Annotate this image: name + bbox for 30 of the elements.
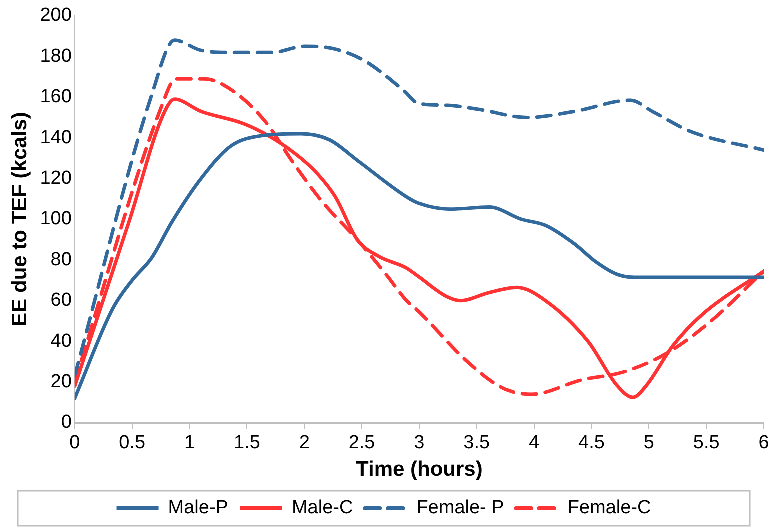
line-series: [74, 38, 764, 378]
x-tick-label: 5.5: [693, 432, 720, 454]
y-tick-label: 20: [50, 372, 72, 393]
y-tick-label: 100: [40, 208, 72, 230]
y-tick-label: 40: [50, 330, 72, 352]
x-tick-label: 3.5: [464, 432, 490, 454]
x-tick-label: 4.5: [578, 432, 605, 454]
x-tick-label: 2.5: [348, 432, 376, 454]
x-tick-label: 2: [299, 432, 310, 454]
legend-label: Female-C: [568, 498, 652, 519]
x-tick-label: 6: [758, 432, 770, 454]
y-tick-label: 180: [40, 46, 72, 67]
y-axis-title: EE due to TEF (kcals): [8, 112, 32, 327]
x-tick-label: 0.5: [119, 432, 146, 454]
y-tick-label: 140: [40, 127, 72, 148]
y-tick-label: 0: [61, 412, 72, 434]
x-tick-label: 5: [644, 432, 654, 454]
x-tick-label: 1.5: [234, 432, 260, 454]
y-tick-label: 80: [50, 249, 72, 270]
x-tick-label: 3: [414, 432, 425, 454]
x-tick-label: 4: [529, 432, 540, 454]
legend-label: Female- P: [416, 498, 504, 519]
legend-label: Male-C: [292, 498, 354, 519]
y-tick-label: 160: [40, 86, 72, 108]
y-tick-label: 200: [40, 5, 72, 26]
x-axis-title: Time (hours): [356, 458, 483, 482]
x-tick-label: 1: [184, 432, 196, 454]
y-tick-label: 60: [50, 290, 72, 312]
y-tick-label: 120: [40, 168, 72, 190]
legend-label: Male-P: [168, 498, 228, 519]
